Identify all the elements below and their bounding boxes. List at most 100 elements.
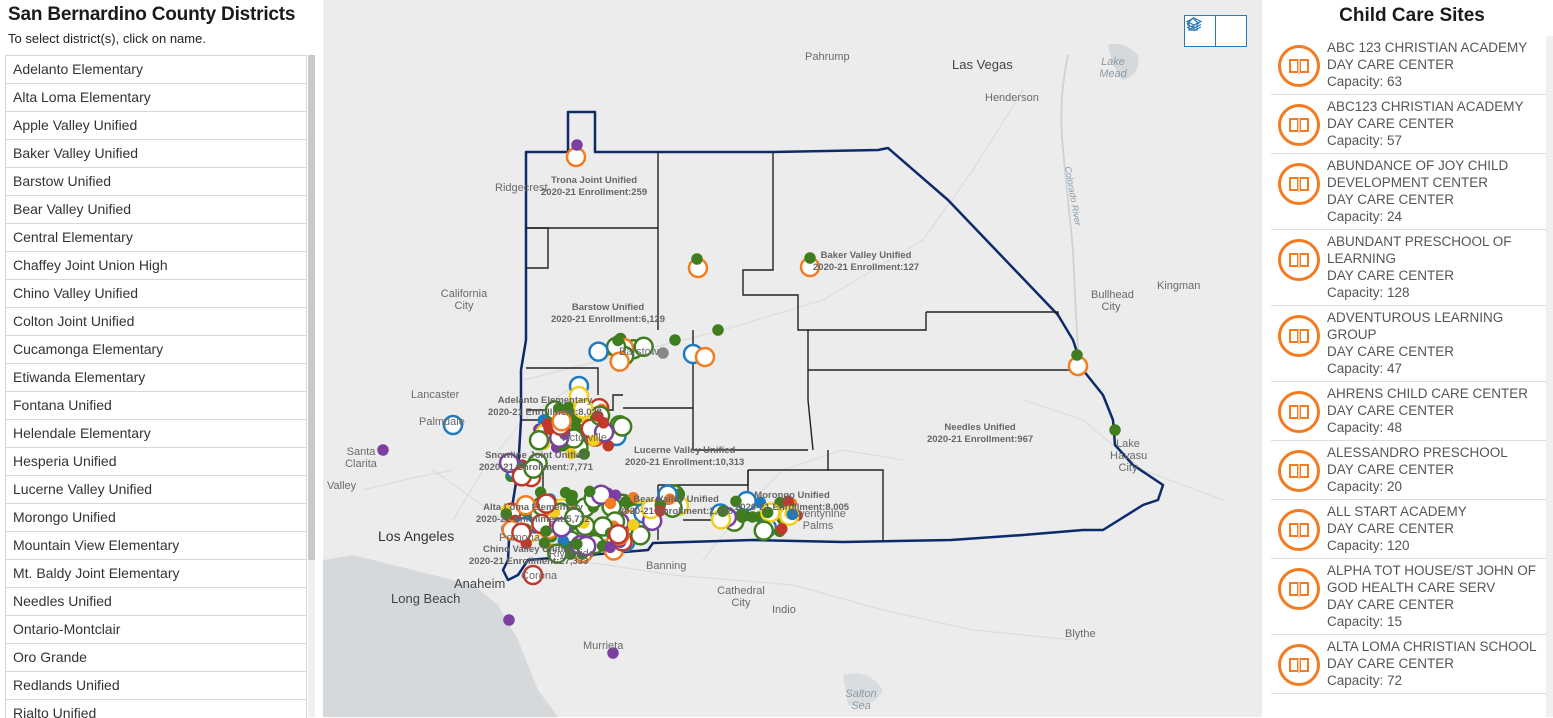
map-marker[interactable] bbox=[730, 495, 742, 508]
map-marker[interactable] bbox=[540, 525, 552, 537]
map-marker[interactable] bbox=[547, 543, 568, 564]
map-marker[interactable] bbox=[736, 511, 748, 523]
site-type: DAY CARE CENTER bbox=[1327, 57, 1455, 72]
map-marker[interactable] bbox=[694, 346, 716, 368]
map-marker[interactable] bbox=[657, 347, 669, 359]
map-marker[interactable] bbox=[503, 614, 515, 626]
map-marker[interactable] bbox=[498, 452, 520, 474]
site-list-item[interactable]: AHRENS CHILD CARE CENTER DAY CARE CENTER C… bbox=[1271, 382, 1546, 441]
district-item[interactable]: Apple Valley Unified bbox=[5, 112, 307, 140]
map-marker[interactable] bbox=[571, 139, 583, 151]
district-item[interactable]: Ontario-Montclair bbox=[5, 616, 307, 644]
map-marker[interactable] bbox=[500, 508, 513, 520]
map-marker[interactable] bbox=[565, 448, 577, 460]
map-marker[interactable] bbox=[588, 341, 609, 362]
district-item[interactable]: Morongo Unified bbox=[5, 504, 307, 532]
map-marker[interactable] bbox=[587, 434, 600, 447]
district-item[interactable]: Alta Loma Elementary bbox=[5, 84, 307, 112]
map-marker[interactable] bbox=[612, 334, 624, 347]
map-marker[interactable] bbox=[753, 520, 775, 541]
map-marker[interactable] bbox=[786, 508, 799, 521]
place-label: Lancaster bbox=[411, 389, 460, 401]
map-marker[interactable] bbox=[609, 489, 622, 502]
map-marker[interactable] bbox=[1071, 349, 1083, 361]
site-list-scrollbar[interactable] bbox=[1546, 36, 1553, 717]
district-item[interactable]: Needles Unified bbox=[5, 588, 307, 616]
map-marker[interactable] bbox=[712, 324, 724, 336]
map-marker[interactable] bbox=[377, 444, 389, 456]
map-marker[interactable] bbox=[611, 416, 633, 437]
site-list-item[interactable]: ADVENTUROUS LEARNING GROUP DAY CARE CENTE… bbox=[1271, 306, 1546, 382]
map-marker[interactable] bbox=[754, 496, 767, 509]
district-item[interactable]: Colton Joint Unified bbox=[5, 308, 307, 336]
map-marker[interactable] bbox=[717, 505, 729, 517]
map-marker[interactable] bbox=[571, 538, 583, 550]
map-marker[interactable] bbox=[609, 351, 630, 372]
layers-icon bbox=[1185, 17, 1203, 32]
district-item[interactable]: Lucerne Valley Unified bbox=[5, 476, 307, 504]
site-list-item[interactable]: ABUNDANCE OF JOY CHILD DEVELOPMENT CENTE… bbox=[1271, 154, 1546, 230]
map-marker[interactable] bbox=[776, 523, 788, 535]
district-item[interactable]: Fontana Unified bbox=[5, 392, 307, 420]
site-list-item[interactable]: ABC123 CHRISTIAN ACADEMY DAY CARE CENTER C… bbox=[1271, 95, 1546, 154]
map-marker[interactable] bbox=[804, 252, 816, 264]
map-marker[interactable] bbox=[664, 493, 676, 505]
map-marker[interactable] bbox=[597, 417, 610, 429]
map-marker[interactable] bbox=[633, 336, 654, 358]
map-marker[interactable] bbox=[627, 519, 640, 531]
layers-button[interactable] bbox=[1185, 16, 1246, 46]
map-marker[interactable] bbox=[1109, 424, 1121, 436]
map-marker[interactable] bbox=[573, 398, 594, 420]
map-marker[interactable] bbox=[761, 506, 774, 519]
district-item[interactable]: Helendale Elementary bbox=[5, 420, 307, 448]
map-marker[interactable] bbox=[565, 146, 587, 168]
map-marker[interactable] bbox=[583, 485, 596, 498]
district-item[interactable]: Bear Valley Unified bbox=[5, 196, 307, 224]
map-marker[interactable] bbox=[528, 430, 550, 451]
map-marker[interactable] bbox=[630, 525, 651, 546]
map-marker[interactable] bbox=[619, 496, 632, 508]
district-item[interactable]: Chaffey Joint Union High bbox=[5, 252, 307, 280]
map-view[interactable]: Pahrump Las Vegas Henderson Lake Mead Bu… bbox=[323, 0, 1262, 717]
map-marker[interactable] bbox=[442, 414, 464, 436]
district-item[interactable]: Mt. Baldy Joint Elementary bbox=[5, 560, 307, 588]
site-list-item[interactable]: ALESSANDRO PRESCHOOL DAY CARE CENTER Capac… bbox=[1271, 441, 1546, 500]
map-marker[interactable] bbox=[607, 647, 619, 659]
site-list-item[interactable]: ABUNDANT PRESCHOOL OF LEARNING DAY CARE C… bbox=[1271, 230, 1546, 306]
map-marker[interactable] bbox=[691, 253, 703, 265]
map-marker[interactable] bbox=[536, 493, 557, 514]
map-marker[interactable] bbox=[515, 495, 537, 516]
district-item[interactable]: Adelanto Elementary bbox=[5, 56, 307, 84]
district-item[interactable]: Barstow Unified bbox=[5, 168, 307, 196]
map-marker[interactable] bbox=[565, 494, 578, 507]
district-list-scrollbar[interactable] bbox=[308, 55, 315, 717]
map-marker[interactable] bbox=[538, 537, 551, 549]
district-item[interactable]: Mountain View Elementary bbox=[5, 532, 307, 560]
map-marker[interactable] bbox=[604, 497, 617, 510]
map-marker[interactable] bbox=[523, 458, 544, 479]
map-marker[interactable] bbox=[522, 564, 544, 586]
district-item[interactable]: Chino Valley Unified bbox=[5, 280, 307, 308]
map-marker[interactable] bbox=[654, 504, 666, 517]
map-marker[interactable] bbox=[551, 410, 572, 432]
site-list-item[interactable]: ALTA LOMA CHRISTIAN SCHOOL DAY CARE CENTE… bbox=[1271, 635, 1546, 694]
site-name: AHRENS CHILD CARE CENTER bbox=[1327, 386, 1529, 401]
district-item[interactable]: Cucamonga Elementary bbox=[5, 336, 307, 364]
district-item[interactable]: Hesperia Unified bbox=[5, 448, 307, 476]
map-marker[interactable] bbox=[578, 448, 590, 460]
site-list-item[interactable]: ALL START ACADEMY DAY CARE CENTER Capacity… bbox=[1271, 500, 1546, 559]
map-marker[interactable] bbox=[607, 523, 629, 545]
site-list-item[interactable]: ALPHA TOT HOUSE/ST JOHN OF GOD HEALTH CA… bbox=[1271, 559, 1546, 635]
district-item[interactable]: Oro Grande bbox=[5, 644, 307, 672]
map-marker[interactable] bbox=[511, 522, 532, 543]
scrollbar-thumb[interactable] bbox=[308, 55, 315, 560]
district-item[interactable]: Baker Valley Unified bbox=[5, 140, 307, 168]
district-item[interactable]: Redlands Unified bbox=[5, 672, 307, 700]
district-item[interactable]: Central Elementary bbox=[5, 224, 307, 252]
district-item[interactable]: Rialto Unified bbox=[5, 700, 307, 718]
district-item[interactable]: Etiwanda Elementary bbox=[5, 364, 307, 392]
map-marker[interactable] bbox=[604, 541, 616, 554]
site-list-item[interactable]: ABC 123 CHRISTIAN ACADEMY DAY CARE CENTER… bbox=[1271, 36, 1546, 95]
map-marker[interactable] bbox=[669, 334, 681, 346]
map-marker[interactable] bbox=[564, 507, 585, 528]
